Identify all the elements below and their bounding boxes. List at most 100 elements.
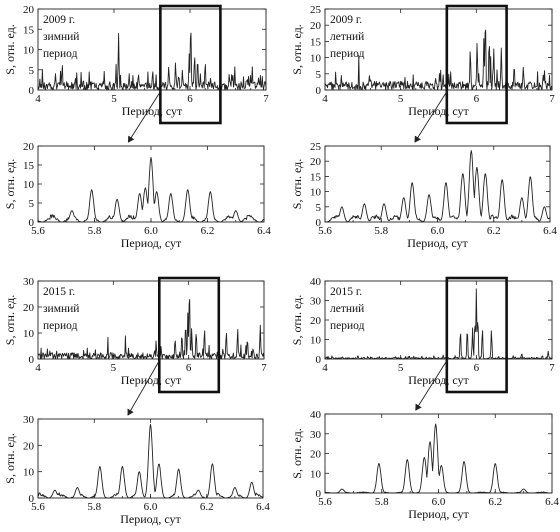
y-axis-label-0: S, отн. ед. <box>3 24 17 74</box>
x-tick-label-2-0: 5.6 <box>31 225 45 237</box>
x-tick-label-7-3: 6.2 <box>488 496 502 508</box>
x-tick-label-4-1: 5 <box>111 362 117 374</box>
annotation-line-0-1: зимний <box>43 31 79 43</box>
y-tick-label-1-4: 20 <box>310 20 322 32</box>
annotation-line-4-1: зимний <box>43 303 79 315</box>
y-tick-label-4-1: 10 <box>23 328 35 340</box>
x-tick-label-4-2: 6 <box>186 362 192 374</box>
y-tick-label-2-1: 5 <box>29 198 35 210</box>
y-tick-label-4-0: 0 <box>29 354 35 366</box>
x-tick-label-1-1: 5 <box>398 93 404 105</box>
spectrum-line-7 <box>324 423 552 494</box>
y-tick-label-6-2: 20 <box>23 440 35 452</box>
x-tick-label-5-0: 4 <box>322 362 328 374</box>
y-tick-label-7-2: 20 <box>310 449 322 461</box>
x-tick-label-3-2: 6.0 <box>431 225 445 237</box>
spectrum-line-5 <box>324 288 553 360</box>
annotation-line-0-0: 2009 г. <box>43 14 75 26</box>
y-tick-label-2-0: 0 <box>29 217 35 229</box>
y-axis-label-4: S, отн. ед. <box>3 295 17 345</box>
y-tick-label-6-3: 30 <box>23 414 35 426</box>
annotation-line-4-0: 2015 г. <box>43 286 75 298</box>
y-tick-label-1-0: 0 <box>316 85 322 97</box>
x-tick-label-2-3: 6.2 <box>201 225 215 237</box>
y-tick-label-1-2: 10 <box>310 53 322 65</box>
x-tick-label-6-0: 5.6 <box>31 501 45 513</box>
x-tick-label-4-3: 7 <box>261 362 267 374</box>
plot-frame-3 <box>324 145 551 223</box>
spectrum-line-4 <box>37 299 265 360</box>
y-tick-label-5-4: 40 <box>310 276 322 288</box>
y-tick-label-2-4: 20 <box>23 141 35 153</box>
y-tick-label-7-4: 40 <box>310 409 322 421</box>
plot-frame-4 <box>37 280 265 360</box>
x-tick-label-3-4: 6.4 <box>543 225 557 237</box>
chart-panel-2: 5.6 5.8 6.0 6.2 6.4 0 5 10 15 20 Период, сут S, отн… <box>3 141 271 250</box>
x-tick-label-1-2: 6 <box>474 93 480 105</box>
y-tick-label-3-1: 5 <box>316 202 322 214</box>
y-tick-label-0-4: 20 <box>23 4 35 16</box>
x-tick-label-0-3: 7 <box>263 93 269 105</box>
spectrum-line-0 <box>37 32 267 91</box>
zoom-arrow-2 <box>127 358 161 416</box>
y-tick-label-7-1: 10 <box>310 468 322 480</box>
y-axis-label-7: S, отн. ед. <box>290 428 304 478</box>
y-tick-label-2-2: 10 <box>23 179 35 191</box>
x-tick-label-0-1: 5 <box>111 93 117 105</box>
x-tick-label-0-2: 6 <box>187 93 193 105</box>
x-tick-label-6-4: 6.4 <box>256 501 270 513</box>
y-tick-label-5-1: 10 <box>310 335 322 347</box>
annotation-line-1-1: летний <box>330 31 364 43</box>
x-tick-label-1-0: 4 <box>322 93 328 105</box>
zoom-arrow-3 <box>415 358 449 411</box>
x-axis-label-2: Период, сут <box>121 236 182 250</box>
chart-panel-6: 5.6 5.8 6.0 6.2 6.4 0 10 20 30 Период, сут S, отн.… <box>3 414 270 526</box>
y-tick-label-6-1: 10 <box>23 467 35 479</box>
x-tick-label-7-2: 6.0 <box>432 496 446 508</box>
annotation-line-1-2: период <box>330 48 365 60</box>
chart-panel-7: 5.6 5.8 6.0 6.2 6.4 0 10 20 30 40 Период, сут S, от… <box>290 409 559 521</box>
y-tick-label-6-0: 0 <box>29 493 35 505</box>
zoom-box-1 <box>445 4 508 125</box>
zoom-box-4 <box>157 276 221 394</box>
y-tick-label-1-5: 25 <box>310 4 322 16</box>
spectrum-line-1 <box>324 29 553 91</box>
x-tick-label-6-2: 6.0 <box>144 501 158 513</box>
arrows-layer <box>127 89 449 416</box>
annotation-line-5-2: период <box>330 320 365 332</box>
y-tick-label-5-3: 30 <box>310 296 322 308</box>
x-tick-label-7-1: 5.8 <box>375 496 389 508</box>
x-axis-label-1: Период, сут <box>408 104 469 118</box>
y-tick-label-3-0: 0 <box>316 217 322 229</box>
x-tick-label-6-1: 5.8 <box>87 501 101 513</box>
x-tick-label-6-3: 6.2 <box>200 501 214 513</box>
x-axis-label-3: Период, сут <box>407 236 468 250</box>
x-axis-label-0: Период, сут <box>122 104 183 118</box>
x-tick-label-7-0: 5.6 <box>318 496 332 508</box>
x-tick-label-3-1: 5.8 <box>374 225 388 237</box>
annotation-line-5-0: 2015 г. <box>330 286 362 298</box>
y-tick-label-2-3: 15 <box>23 160 35 172</box>
y-tick-label-4-2: 20 <box>23 302 35 314</box>
y-tick-label-4-3: 30 <box>23 276 35 288</box>
annotation-line-5-1: летний <box>330 303 364 315</box>
x-tick-label-5-1: 5 <box>398 362 404 374</box>
x-tick-label-7-4: 6.4 <box>545 496 559 508</box>
zoom-arrow-1 <box>414 89 449 143</box>
annotation-line-1-0: 2009 г. <box>330 14 362 26</box>
chart-panel-3: 5.6 5.8 6.0 6.2 6.4 0 5 10 15 20 25 Период, сут S, о… <box>290 141 557 250</box>
y-axis-label-5: S, отн. ед. <box>290 295 304 345</box>
x-tick-label-3-3: 6.2 <box>487 225 501 237</box>
y-tick-label-7-3: 30 <box>310 429 322 441</box>
x-tick-label-2-4: 6.4 <box>257 225 271 237</box>
x-tick-label-5-2: 6 <box>474 362 480 374</box>
x-tick-label-2-2: 6.0 <box>144 225 158 237</box>
y-tick-label-0-0: 0 <box>29 85 35 97</box>
y-tick-label-0-3: 15 <box>23 24 35 36</box>
x-tick-label-2-1: 5.8 <box>88 225 102 237</box>
plot-frame-7 <box>324 413 553 494</box>
chart-panel-4: 4 5 6 7 0 10 20 30 Период, сут S, отн. ед. 2015 г.… <box>3 276 267 394</box>
spectrum-line-6 <box>37 423 264 499</box>
